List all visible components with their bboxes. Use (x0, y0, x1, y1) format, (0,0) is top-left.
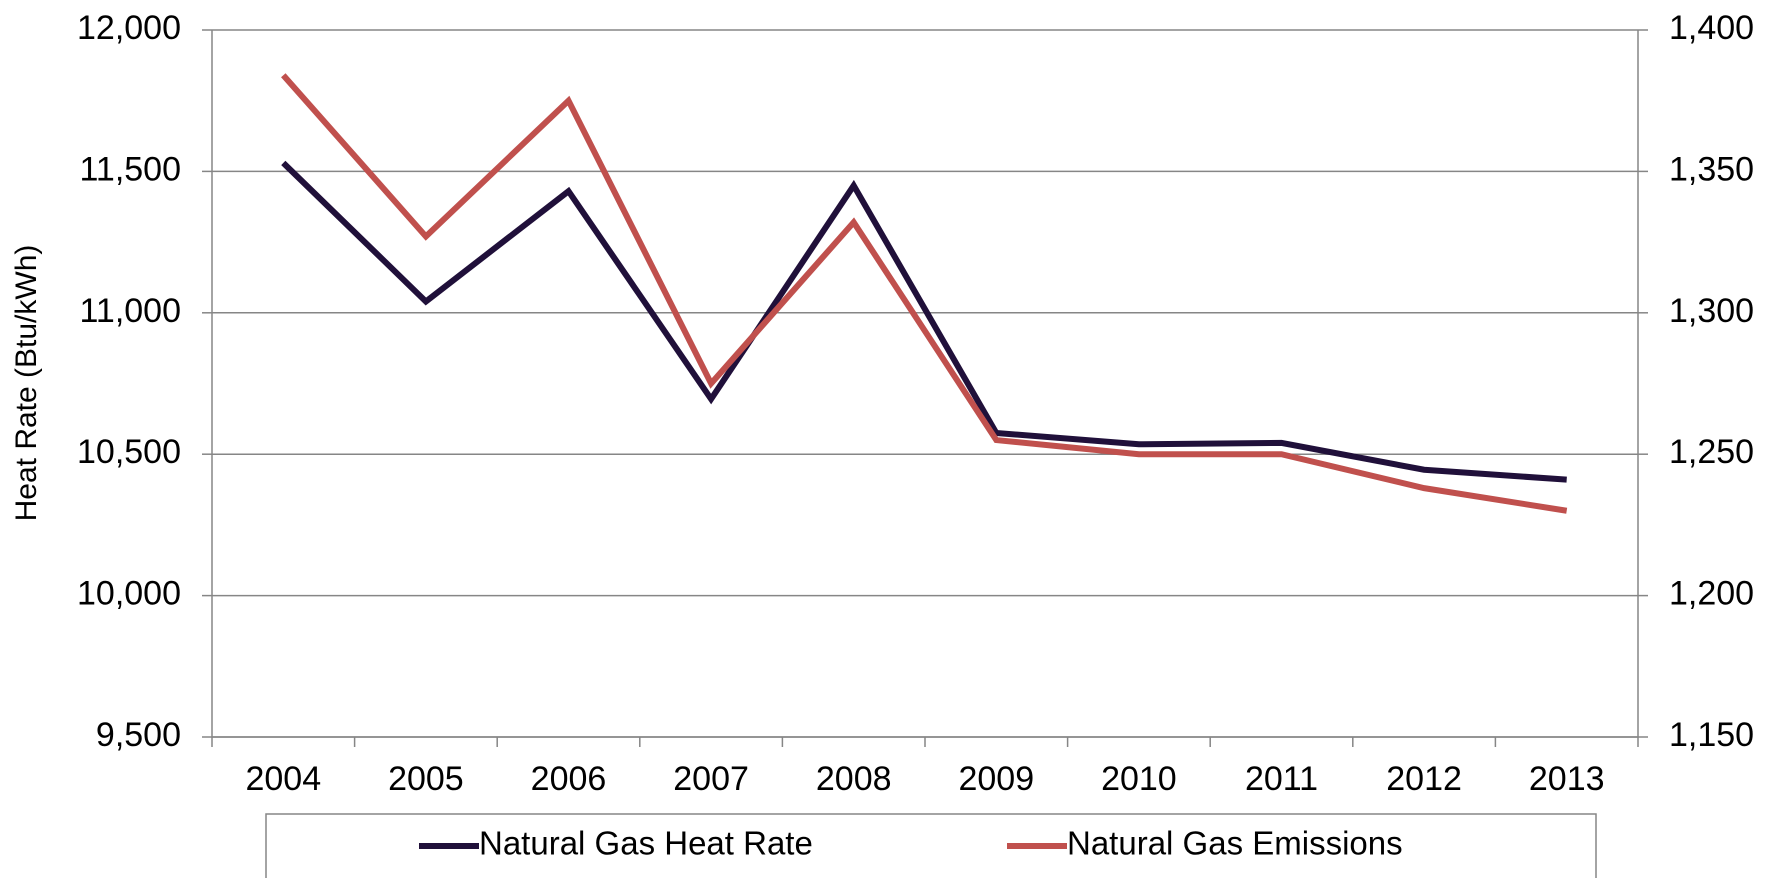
y2-tick-label: 1,150 (1669, 716, 1754, 754)
y-tick-label: 10,000 (77, 575, 181, 613)
x-tick-label: 2013 (1529, 760, 1605, 798)
x-tick-label: 2004 (245, 760, 321, 798)
series-line (281, 160, 1567, 483)
y-tick-label: 12,000 (77, 9, 181, 47)
legend-label: Natural Gas Emissions (1067, 825, 1403, 862)
series-line (281, 73, 1568, 514)
y2-tick-label: 1,300 (1669, 292, 1754, 330)
x-tick-label: 2008 (816, 760, 892, 798)
y2-tick-label: 1,250 (1669, 433, 1754, 471)
x-tick-label: 2007 (673, 760, 749, 798)
x-tick-label: 2006 (531, 760, 607, 798)
x-tick-label: 2009 (958, 760, 1034, 798)
x-tick-label: 2012 (1386, 760, 1462, 798)
legend-box (265, 813, 1597, 883)
y-tick-label: 10,500 (77, 433, 181, 471)
y-tick-label: 9,500 (96, 716, 181, 754)
y-axis-title: Heat Rate (Btu/kWh) (10, 245, 43, 522)
y2-tick-label: 1,400 (1669, 9, 1754, 47)
x-tick-label: 2010 (1101, 760, 1177, 798)
y2-tick-label: 1,350 (1669, 150, 1754, 188)
legend-label: Natural Gas Heat Rate (479, 825, 813, 862)
y2-tick-label: 1,200 (1669, 575, 1754, 613)
x-tick-label: 2005 (388, 760, 464, 798)
y-tick-label: 11,500 (80, 150, 181, 188)
x-tick-label: 2011 (1245, 760, 1318, 798)
y-tick-label: 11,000 (80, 292, 181, 330)
